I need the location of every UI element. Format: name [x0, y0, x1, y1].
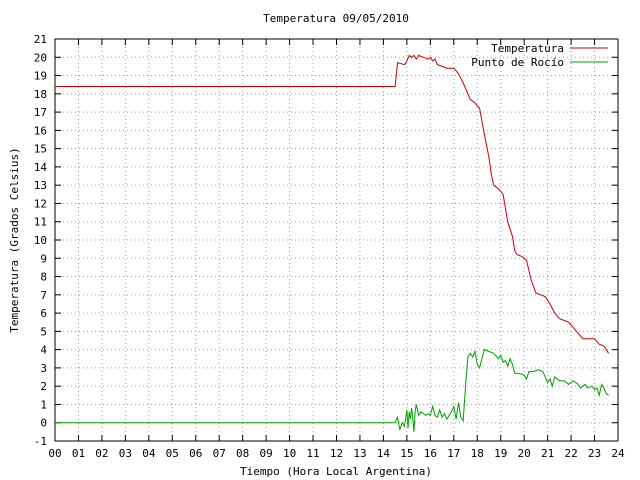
y-tick-label: 21	[34, 33, 47, 46]
series	[55, 54, 610, 432]
y-tick-label: 12	[34, 197, 47, 210]
x-tick-label: 14	[377, 447, 391, 460]
x-tick-label: 09	[260, 447, 273, 460]
y-tick-label: 0	[40, 417, 47, 430]
x-tick-label: 18	[471, 447, 484, 460]
chart-title: Temperatura 09/05/2010	[263, 12, 409, 25]
y-tick-label: 4	[40, 344, 47, 357]
x-tick-label: 17	[447, 447, 460, 460]
y-tick-label: 18	[34, 88, 47, 101]
x-tick-label: 01	[72, 447, 85, 460]
x-tick-label: 05	[166, 447, 179, 460]
legend: Temperatura Punto de Rocío	[471, 42, 608, 69]
y-tick-label: 10	[34, 234, 47, 247]
x-tick-label: 07	[213, 447, 226, 460]
x-tick-label: 06	[189, 447, 202, 460]
x-axis: 00 01 02 03 04 05 06 07 08 09 10 11 12 13 14 15 16 17 18 19…	[48, 39, 625, 460]
y-tick-label: 7	[40, 289, 47, 302]
y-tick-label: 19	[34, 70, 47, 83]
y-axis-label: Temperatura (Grados Celsius)	[8, 147, 21, 332]
y-tick-label: 5	[40, 325, 47, 338]
y-tick-label: 16	[34, 124, 47, 137]
x-tick-label: 19	[494, 447, 507, 460]
x-tick-label: 11	[306, 447, 319, 460]
x-tick-label: 03	[119, 447, 132, 460]
x-tick-label: 08	[236, 447, 249, 460]
y-tick-label: 11	[34, 216, 47, 229]
x-tick-label: 22	[564, 447, 577, 460]
x-tick-label: 20	[518, 447, 531, 460]
x-tick-label: 13	[353, 447, 366, 460]
y-tick-label: 1	[40, 398, 47, 411]
y-tick-label: 9	[40, 252, 47, 265]
legend-label-temperatura: Temperatura	[491, 42, 564, 55]
y-tick-label: -1	[34, 435, 47, 448]
y-tick-label: 14	[34, 161, 48, 174]
grid	[55, 39, 618, 441]
y-tick-label: 8	[40, 271, 47, 284]
y-tick-label: 17	[34, 106, 47, 119]
series-line-1	[55, 348, 609, 432]
x-tick-label: 15	[400, 447, 413, 460]
y-tick-label: 15	[34, 143, 47, 156]
y-tick-label: 13	[34, 179, 47, 192]
x-axis-label: Tiempo (Hora Local Argentina)	[240, 465, 432, 478]
x-tick-label: 24	[611, 447, 625, 460]
x-tick-label: 23	[588, 447, 601, 460]
y-tick-label: 3	[40, 362, 47, 375]
x-tick-label: 16	[424, 447, 437, 460]
y-tick-label: 6	[40, 307, 47, 320]
x-tick-label: 21	[541, 447, 554, 460]
y-tick-label: 20	[34, 51, 47, 64]
series-line-0	[55, 54, 610, 354]
x-tick-label: 10	[283, 447, 296, 460]
legend-label-punto-de-rocio: Punto de Rocío	[471, 56, 564, 69]
x-tick-label: 02	[95, 447, 108, 460]
x-tick-label: 12	[330, 447, 343, 460]
x-tick-label: 04	[142, 447, 156, 460]
y-tick-label: 2	[40, 380, 47, 393]
x-tick-label: 00	[48, 447, 61, 460]
